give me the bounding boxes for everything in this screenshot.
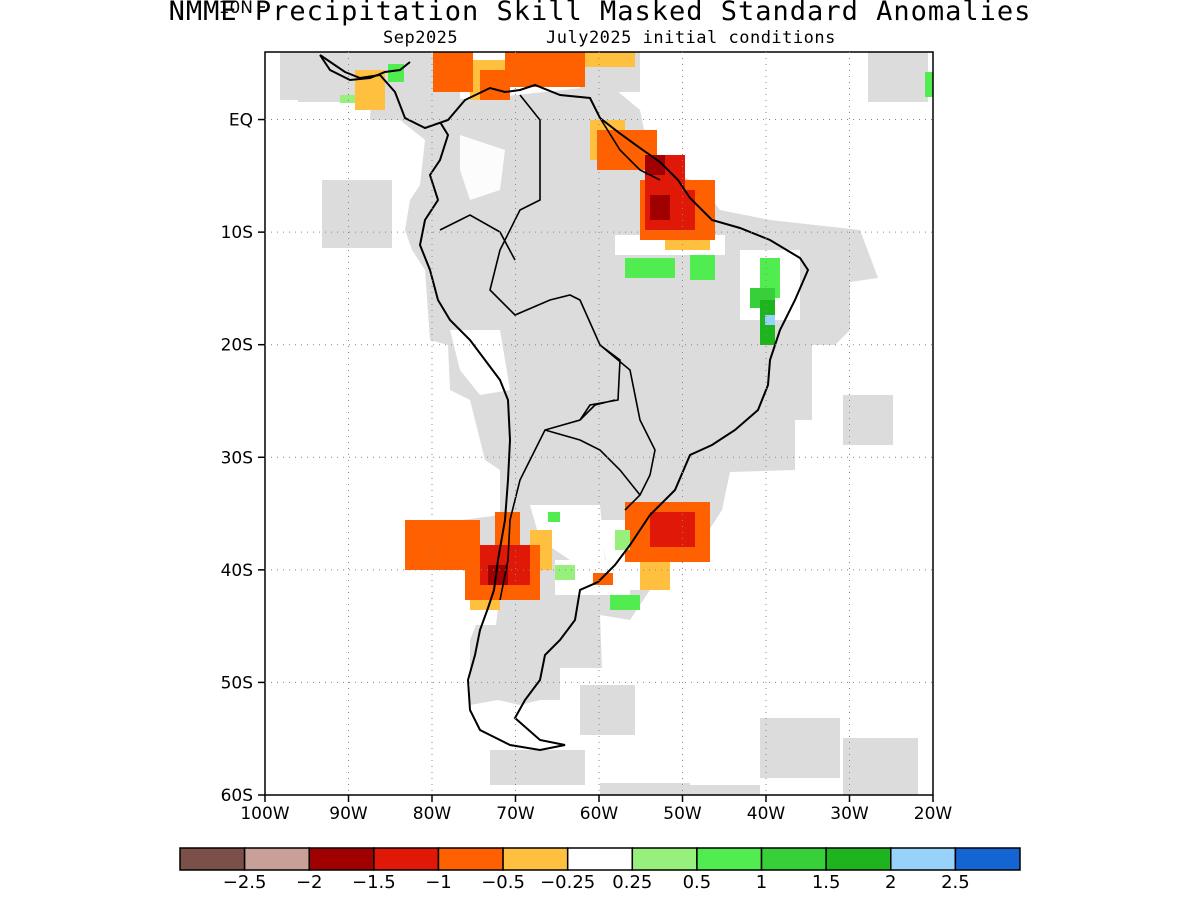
colorbar-swatch [631, 847, 698, 871]
colorbar-swatch [437, 847, 504, 871]
colorbar-label: 2.5 [941, 872, 970, 893]
lon-tick-label: 30W [830, 804, 869, 824]
colorbar-swatch [179, 847, 246, 871]
colorbar-label: −0.25 [540, 872, 595, 893]
colorbar-swatch [696, 847, 763, 871]
colorbar-label: 0.5 [683, 872, 712, 893]
coastline-layer [319, 54, 810, 752]
lon-tick-label: 60W [580, 804, 619, 824]
lon-tick-label: 90W [329, 804, 368, 824]
lat-tick-label: 20S [221, 336, 253, 356]
lat-tick-label: 60S [221, 786, 253, 806]
lon-tick-label: 50W [663, 804, 702, 824]
colorbar-label: 1 [756, 872, 767, 893]
anomaly-area-dark-red [488, 155, 670, 585]
anomaly-field-layer [280, 52, 933, 795]
subtitle-initial-conditions: July2025 initial conditions [546, 28, 836, 48]
colorbar-swatch [502, 847, 569, 871]
colorbar-swatch [566, 847, 634, 871]
map-title: NMME Precipitation Skill Masked Standard… [168, 0, 1032, 27]
lat-tick-label: 40S [221, 561, 253, 581]
south-america-coastline [319, 54, 810, 752]
anomaly-area-green [340, 64, 933, 610]
lat-tick-label: 10S [221, 223, 253, 243]
colorbar-label: −0.5 [481, 872, 525, 893]
lon-tick-label: 70W [496, 804, 535, 824]
axis-ticks: 100W 90W 80W 70W 60W 50W 40W 30W 20W 10N EQ 10S 20S 3… [219, 0, 953, 824]
lat-tick-label: 10N [219, 0, 253, 18]
colorbar-swatch [243, 847, 310, 871]
lon-tick-label: 100W [240, 804, 289, 824]
colorbar-swatch [308, 847, 375, 871]
lon-tick-label: 40W [747, 804, 786, 824]
lat-tick-label: EQ [229, 111, 253, 131]
colorbar-label: 1.5 [812, 872, 841, 893]
colorbar-label: −1.5 [352, 872, 396, 893]
subtitle-month: Sep2025 [383, 28, 459, 48]
lat-tick-label: 30S [221, 448, 253, 468]
colorbar-swatch [373, 847, 440, 871]
colorbar: −2.5 −2 −1.5 −1 −0.5 −0.25 0.25 0.5 1 1.5 2 2.5 [179, 847, 1021, 893]
lon-tick-label: 20W [914, 804, 953, 824]
colorbar-label: 2 [885, 872, 896, 893]
colorbar-swatch [760, 847, 827, 871]
lat-tick-label: 50S [221, 673, 253, 693]
country-borders [439, 94, 661, 601]
colorbar-label: −1 [425, 872, 452, 893]
colorbar-label: −2 [296, 872, 323, 893]
central-america-coastline [319, 54, 411, 82]
colorbar-swatch [890, 847, 957, 871]
colorbar-label: −2.5 [223, 872, 267, 893]
colorbar-swatch [825, 847, 892, 871]
colorbar-swatch [954, 847, 1021, 871]
colorbar-label: 0.25 [612, 872, 652, 893]
lon-tick-label: 80W [413, 804, 452, 824]
